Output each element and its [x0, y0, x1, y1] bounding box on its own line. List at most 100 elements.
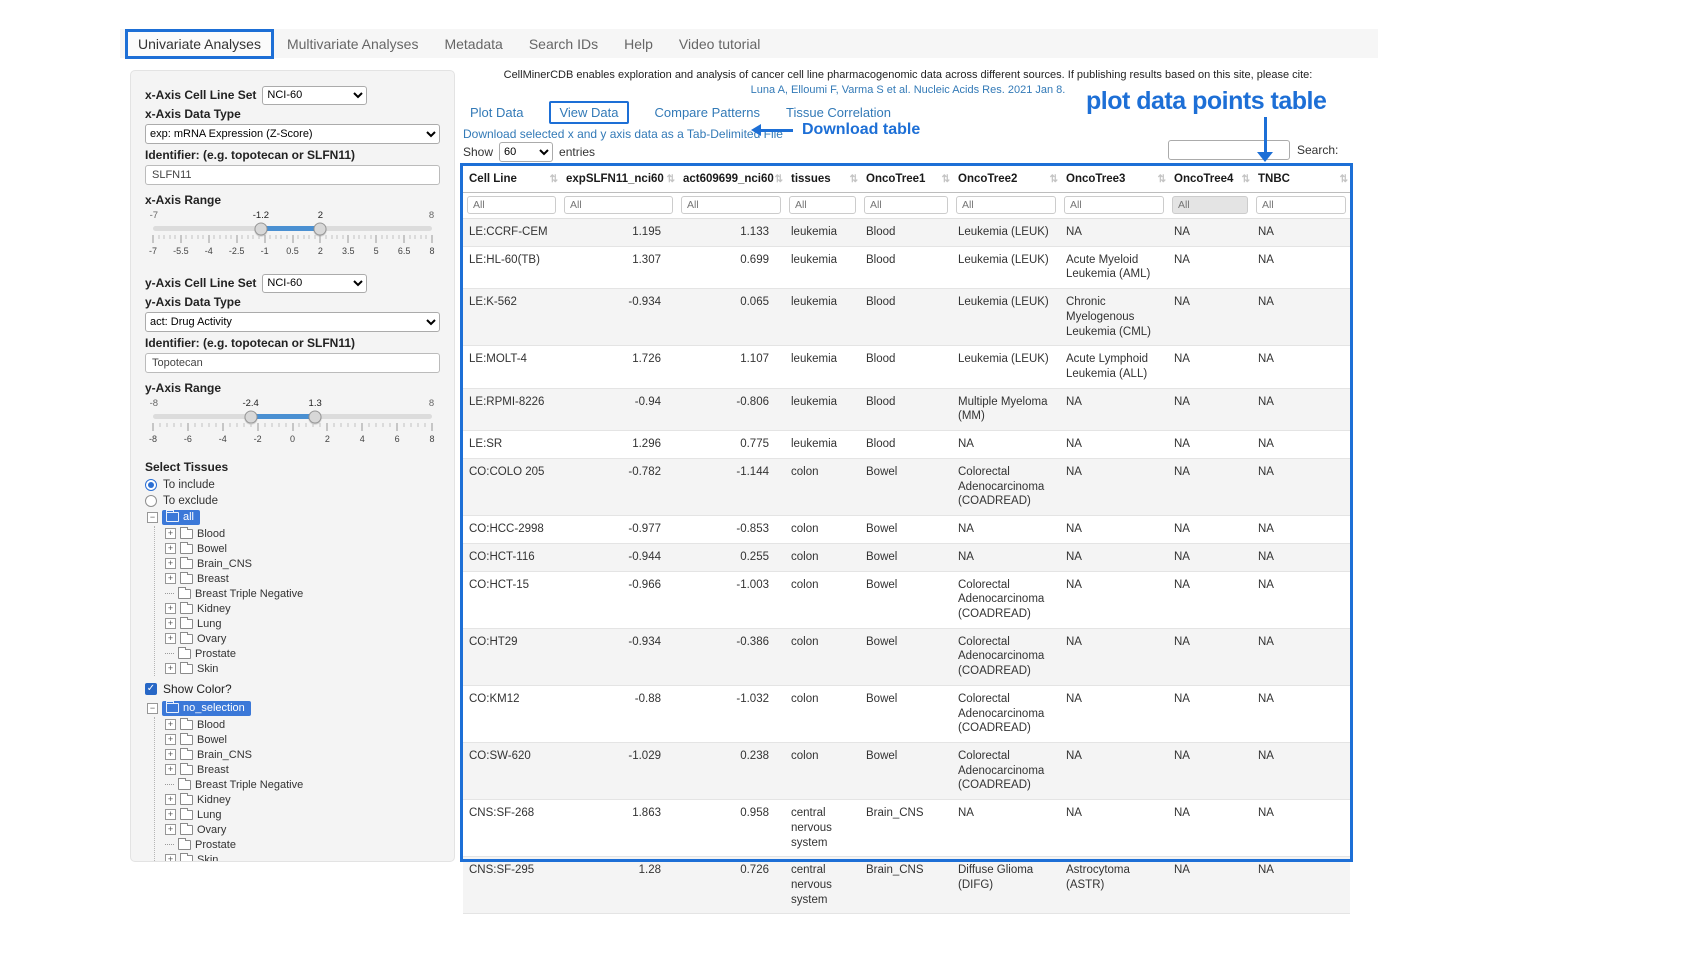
column-header-tissues[interactable]: tissues⇅: [785, 166, 860, 193]
slider-handle-low[interactable]: [254, 222, 267, 235]
expand-icon[interactable]: +: [165, 618, 176, 629]
radio-to-include[interactable]: To include: [145, 477, 440, 493]
expand-icon[interactable]: +: [165, 663, 176, 674]
column-header-expslfn11-nci60[interactable]: expSLFN11_nci60⇅: [560, 166, 677, 193]
slider-track[interactable]: [153, 226, 432, 231]
nav-tab-multivariate-analyses[interactable]: Multivariate Analyses: [274, 36, 432, 52]
column-header-cell-line[interactable]: Cell Line⇅: [463, 166, 560, 193]
tree-item-brain-cns[interactable]: +Brain_CNS: [165, 747, 440, 762]
y-axis-range-slider[interactable]: -88-2.41.3-8-6-4-202468: [153, 398, 432, 448]
tab-tissue-correlation[interactable]: Tissue Correlation: [786, 105, 891, 120]
column-filter-act609699-nci60[interactable]: [681, 196, 781, 214]
tab-view-data[interactable]: View Data: [549, 101, 628, 124]
tree-item-breast[interactable]: +Breast: [165, 762, 440, 777]
collapse-icon[interactable]: −: [147, 512, 158, 523]
tree-item-breast-triple-negative[interactable]: Breast Triple Negative: [165, 586, 440, 601]
tree-item-blood[interactable]: +Blood: [165, 717, 440, 732]
tab-plot-data[interactable]: Plot Data: [470, 105, 523, 120]
column-filter-oncotree4[interactable]: [1172, 196, 1248, 214]
nav-tab-help[interactable]: Help: [611, 36, 666, 52]
sort-icon[interactable]: ⇅: [1158, 174, 1166, 185]
expand-icon[interactable]: +: [165, 543, 176, 554]
expand-icon[interactable]: +: [165, 633, 176, 644]
slider-handle-low[interactable]: [244, 410, 257, 423]
tree-item-lung[interactable]: +Lung: [165, 807, 440, 822]
tab-compare-patterns[interactable]: Compare Patterns: [655, 105, 761, 120]
tree-item-blood[interactable]: +Blood: [165, 526, 440, 541]
tree-item-brain-cns[interactable]: +Brain_CNS: [165, 556, 440, 571]
expand-icon[interactable]: +: [165, 809, 176, 820]
column-filter-oncotree1[interactable]: [864, 196, 948, 214]
tree-item-ovary[interactable]: +Ovary: [165, 631, 440, 646]
expand-icon[interactable]: +: [165, 749, 176, 760]
slider-track[interactable]: [153, 414, 432, 419]
column-header-oncotree1[interactable]: OncoTree1⇅: [860, 166, 952, 193]
column-header-oncotree3[interactable]: OncoTree3⇅: [1060, 166, 1168, 193]
nav-tab-univariate-analyses[interactable]: Univariate Analyses: [125, 29, 274, 59]
collapse-icon[interactable]: −: [147, 703, 158, 714]
expand-icon[interactable]: +: [165, 558, 176, 569]
column-filter-tissues[interactable]: [789, 196, 856, 214]
y-identifier-input[interactable]: [145, 353, 440, 373]
tree-item-bowel[interactable]: +Bowel: [165, 732, 440, 747]
column-filter-oncotree3[interactable]: [1064, 196, 1164, 214]
column-header-oncotree2[interactable]: OncoTree2⇅: [952, 166, 1060, 193]
table-cell: -0.966: [560, 571, 677, 628]
sort-icon[interactable]: ⇅: [550, 174, 558, 185]
expand-icon[interactable]: +: [165, 764, 176, 775]
expand-icon[interactable]: +: [165, 854, 176, 862]
expand-icon[interactable]: +: [165, 794, 176, 805]
nav-tab-video-tutorial[interactable]: Video tutorial: [666, 36, 773, 52]
expand-icon[interactable]: +: [165, 528, 176, 539]
expand-icon[interactable]: +: [165, 603, 176, 614]
tree-item-breast[interactable]: +Breast: [165, 571, 440, 586]
column-filter-oncotree2[interactable]: [956, 196, 1056, 214]
show-color-checkbox[interactable]: ✓ Show Color?: [145, 680, 440, 697]
tree-item-lung[interactable]: +Lung: [165, 616, 440, 631]
table-cell: NA: [1060, 628, 1168, 685]
y-data-type-select[interactable]: act: Drug Activity: [145, 312, 440, 332]
x-axis-range-slider[interactable]: -78-1.22-7-5.5-4-2.5-10.523.556.58: [153, 210, 432, 260]
sort-icon[interactable]: ⇅: [775, 174, 783, 185]
sort-icon[interactable]: ⇅: [942, 174, 950, 185]
expand-icon[interactable]: +: [165, 573, 176, 584]
column-filter-cell-line[interactable]: [467, 196, 556, 214]
download-tab-delimited-link[interactable]: Download selected x and y axis data as a…: [463, 127, 783, 141]
nav-tab-metadata[interactable]: Metadata: [431, 36, 515, 52]
sort-icon[interactable]: ⇅: [1242, 174, 1250, 185]
sort-icon[interactable]: ⇅: [667, 174, 675, 185]
slider-handle-high[interactable]: [309, 410, 322, 423]
tree-item-kidney[interactable]: +Kidney: [165, 792, 440, 807]
sort-icon[interactable]: ⇅: [850, 174, 858, 185]
sort-icon[interactable]: ⇅: [1050, 174, 1058, 185]
y-cell-line-set-select[interactable]: NCI-60: [262, 274, 367, 293]
expand-icon[interactable]: +: [165, 824, 176, 835]
x-cell-line-set-select[interactable]: NCI-60: [262, 86, 367, 105]
tree-item-bowel[interactable]: +Bowel: [165, 541, 440, 556]
column-header-act609699-nci60[interactable]: act609699_nci60⇅: [677, 166, 785, 193]
x-identifier-input[interactable]: [145, 165, 440, 185]
expand-icon[interactable]: +: [165, 734, 176, 745]
tree-item-ovary[interactable]: +Ovary: [165, 822, 440, 837]
column-header-tnbc[interactable]: TNBC⇅: [1252, 166, 1350, 193]
tree-item-label: Prostate: [195, 839, 236, 851]
tree-item-prostate[interactable]: Prostate: [165, 646, 440, 661]
column-filter-tnbc[interactable]: [1256, 196, 1346, 214]
column-filter-expslfn11-nci60[interactable]: [564, 196, 673, 214]
tree-root-all[interactable]: −all: [147, 509, 440, 526]
radio-to-exclude[interactable]: To exclude: [145, 493, 440, 509]
slider-handle-high[interactable]: [314, 222, 327, 235]
nav-tab-search-ids[interactable]: Search IDs: [516, 36, 611, 52]
x-data-type-select[interactable]: exp: mRNA Expression (Z-Score): [145, 124, 440, 144]
column-header-oncotree4[interactable]: OncoTree4⇅: [1168, 166, 1252, 193]
sort-icon[interactable]: ⇅: [1340, 174, 1348, 185]
tree-item-skin[interactable]: +Skin: [165, 661, 440, 676]
tree-item-kidney[interactable]: +Kidney: [165, 601, 440, 616]
tree-root-no-selection[interactable]: −no_selection: [147, 700, 440, 717]
tree-item-skin[interactable]: +Skin: [165, 852, 440, 862]
table-cell: NA: [1252, 742, 1350, 799]
tree-item-breast-triple-negative[interactable]: Breast Triple Negative: [165, 777, 440, 792]
entries-select[interactable]: 60: [499, 142, 553, 162]
tree-item-prostate[interactable]: Prostate: [165, 837, 440, 852]
expand-icon[interactable]: +: [165, 719, 176, 730]
